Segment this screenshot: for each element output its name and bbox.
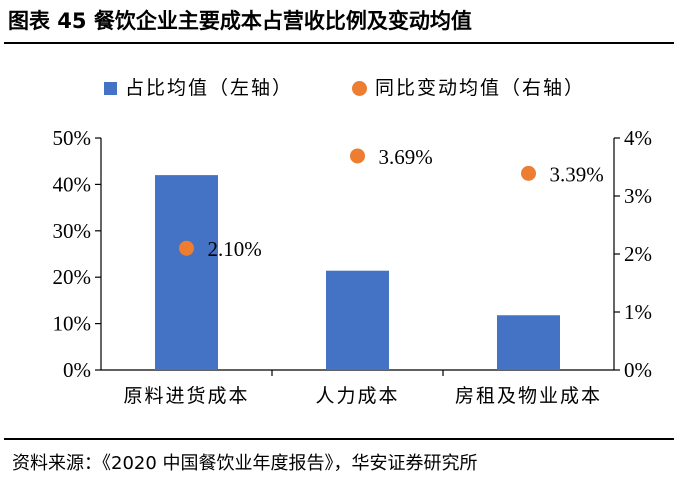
change-point-3: [521, 165, 536, 181]
right-tick-label: 1%: [624, 300, 652, 324]
legend-dot-swatch: [352, 81, 367, 96]
footer-divider: [4, 438, 674, 440]
left-tick-label: 10%: [53, 312, 92, 336]
left-tick-label: 0%: [63, 358, 91, 382]
source-note: 资料来源：《2020 中国餐饮业年度报告》，华安证券研究所: [12, 453, 478, 474]
bar-1: [155, 175, 218, 370]
legend-item-share: 占比均值（左轴）: [104, 75, 293, 101]
change-data-label: 3.69%: [379, 145, 433, 169]
right-tick-label: 4%: [624, 126, 652, 150]
legend-bar-swatch: [104, 82, 117, 95]
change-point-1: [179, 240, 194, 256]
legend-label-share: 占比均值（左轴）: [125, 77, 294, 99]
category-label: 人力成本: [315, 385, 399, 407]
left-tick-label: 40%: [53, 172, 92, 196]
title-divider: [4, 42, 674, 44]
combo-chart: 0% 10% 20% 30% 40% 50% 0% 1% 2% 3% 4% 原料进货成本 人力成本 房租及…: [53, 126, 653, 407]
change-point-2: [350, 148, 365, 164]
legend-item-change: 同比变动均值（右轴）: [352, 75, 585, 101]
bar-3: [497, 315, 560, 370]
change-data-label: 2.10%: [208, 237, 262, 261]
bar-2: [326, 270, 389, 370]
change-data-label: 3.39%: [550, 162, 604, 186]
figure-title: 图表 45 餐饮企业主要成本占营收比例及变动均值: [8, 9, 472, 33]
right-tick-label: 3%: [624, 184, 652, 208]
left-tick-label: 20%: [53, 265, 92, 289]
category-label: 原料进货成本: [123, 385, 249, 407]
left-tick-label: 30%: [53, 219, 92, 243]
category-label: 房租及物业成本: [455, 385, 602, 407]
legend-label-change: 同比变动均值（右轴）: [375, 77, 586, 99]
left-tick-label: 50%: [53, 126, 92, 150]
right-tick-label: 0%: [624, 358, 652, 382]
right-tick-label: 2%: [624, 242, 652, 266]
